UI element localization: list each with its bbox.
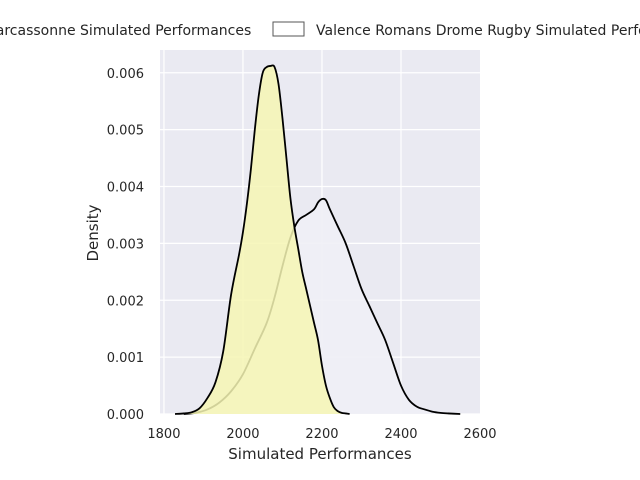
y-tick-label: 0.004 [107,181,144,196]
y-tick-label: 0.002 [107,294,144,309]
legend-label-carcassonne: Carcassonne Simulated Performances [0,23,251,39]
y-tick-label: 0.003 [107,237,144,252]
legend: Carcassonne Simulated Performances Valen… [0,21,640,39]
x-tick-label: 1800 [147,427,180,442]
y-tick-label: 0.000 [107,408,144,423]
legend-swatch-valence [272,21,305,37]
density-line-carcassonne [174,64,350,415]
y-tick-label: 0.006 [107,67,144,82]
x-tick-label: 2400 [384,427,417,442]
y-tick-label: 0.005 [107,124,144,139]
x-tick-label: 2200 [305,427,338,442]
y-axis-ticks: 0.000 0.001 0.002 0.003 0.004 0.005 0.006 [107,67,144,423]
x-tick-label: 2000 [226,427,259,442]
x-axis-label: Simulated Performances [228,445,412,463]
y-tick-label: 0.001 [107,351,144,366]
x-axis-ticks: 1800 2000 2200 2400 2600 [147,427,496,442]
x-tick-label: 2600 [463,427,496,442]
y-axis-label: Density [84,204,102,261]
density-fill-carcassonne [175,65,350,414]
legend-label-valence: Valence Romans Drome Rugby Simulated Per… [316,23,640,39]
density-areas [174,64,461,415]
